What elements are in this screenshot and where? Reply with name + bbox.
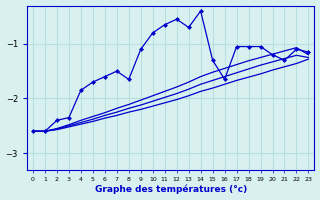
X-axis label: Graphe des températures (°c): Graphe des températures (°c) [95,185,247,194]
